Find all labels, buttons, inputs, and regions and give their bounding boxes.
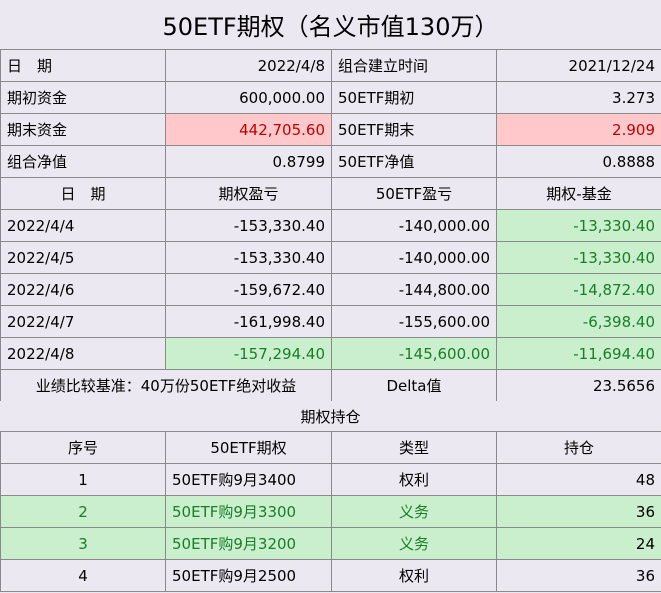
positions-header-row: 序号 50ETF期权 类型 持仓 [0, 431, 661, 464]
position-option[interactable]: 50ETF购9月3200 [165, 527, 332, 560]
value-portfolio-nav[interactable]: 0.8799 [165, 145, 332, 178]
pnl-diff[interactable]: -13,330.40 [496, 209, 661, 242]
delta-value[interactable]: 23.5656 [496, 369, 661, 402]
pnl-date[interactable]: 2022/4/5 [0, 241, 166, 274]
summary-row: 组合净值 0.8799 50ETF净值 0.8888 [0, 145, 661, 178]
pnl-diff[interactable]: -6,398.40 [496, 305, 661, 338]
position-holding[interactable]: 36 [496, 559, 661, 592]
position-option[interactable]: 50ETF购9月3400 [165, 463, 332, 496]
positions-header-type: 类型 [331, 431, 497, 464]
pnl-etf[interactable]: -140,000.00 [331, 241, 497, 274]
pnl-date[interactable]: 2022/4/7 [0, 305, 166, 338]
value-etf-initial[interactable]: 3.273 [496, 81, 661, 114]
value-initial-capital[interactable]: 600,000.00 [165, 81, 332, 114]
position-type[interactable]: 义务 [331, 527, 497, 560]
pnl-etf[interactable]: -140,000.00 [331, 209, 497, 242]
benchmark-label: 业绩比较基准：40万份50ETF绝对收益 [0, 369, 332, 402]
pnl-header-option: 期权盈亏 [165, 177, 332, 210]
position-holding[interactable]: 36 [496, 495, 661, 528]
pnl-date[interactable]: 2022/4/8 [0, 337, 166, 370]
value-final-capital[interactable]: 442,705.60 [165, 113, 332, 146]
pnl-option[interactable]: -153,330.40 [165, 241, 332, 274]
value-etf-nav[interactable]: 0.8888 [496, 145, 661, 178]
table-row: 2022/4/6 -159,672.40 -144,800.00 -14,872… [0, 273, 661, 306]
label-etf-nav: 50ETF净值 [331, 145, 497, 178]
position-index[interactable]: 1 [0, 463, 166, 496]
label-portfolio-nav: 组合净值 [0, 145, 166, 178]
benchmark-row: 业绩比较基准：40万份50ETF绝对收益 Delta值 23.5656 [0, 369, 661, 402]
pnl-option[interactable]: -157,294.40 [165, 337, 332, 370]
pnl-header-etf: 50ETF盈亏 [331, 177, 497, 210]
position-type[interactable]: 义务 [331, 495, 497, 528]
sheet-title: 50ETF期权（名义市值130万） [0, 0, 661, 49]
pnl-header-diff: 期权-基金 [496, 177, 661, 210]
pnl-etf[interactable]: -145,600.00 [331, 337, 497, 370]
pnl-etf[interactable]: -144,800.00 [331, 273, 497, 306]
table-row: 4 50ETF购9月2500 权利 36 [0, 559, 661, 592]
table-row: 2022/4/4 -153,330.40 -140,000.00 -13,330… [0, 209, 661, 242]
position-option[interactable]: 50ETF购9月3300 [165, 495, 332, 528]
position-option[interactable]: 50ETF购9月2500 [165, 559, 332, 592]
positions-title: 期权持仓 [0, 401, 661, 431]
label-initial-capital: 期初资金 [0, 81, 166, 114]
label-etf-final: 50ETF期末 [331, 113, 497, 146]
pnl-table: 日 期 期权盈亏 50ETF盈亏 期权-基金 2022/4/4 -153,330… [0, 177, 661, 370]
position-type[interactable]: 权利 [331, 463, 497, 496]
label-etf-initial: 50ETF期初 [331, 81, 497, 114]
summary-row: 日 期 2022/4/8 组合建立时间 2021/12/24 [0, 49, 661, 82]
position-holding[interactable]: 24 [496, 527, 661, 560]
position-holding[interactable]: 48 [496, 463, 661, 496]
table-row: 2022/4/7 -161,998.40 -155,600.00 -6,398.… [0, 305, 661, 338]
table-row: 1 50ETF购9月3400 权利 48 [0, 463, 661, 496]
label-date: 日 期 [0, 49, 166, 82]
position-type[interactable]: 权利 [331, 559, 497, 592]
delta-label: Delta值 [331, 369, 497, 402]
pnl-header-date: 日 期 [0, 177, 166, 210]
position-index[interactable]: 3 [0, 527, 166, 560]
position-index[interactable]: 2 [0, 495, 166, 528]
pnl-diff[interactable]: -14,872.40 [496, 273, 661, 306]
value-etf-final[interactable]: 2.909 [496, 113, 661, 146]
pnl-etf[interactable]: -155,600.00 [331, 305, 497, 338]
table-row: 2022/4/8 -157,294.40 -145,600.00 -11,694… [0, 337, 661, 370]
label-start-time: 组合建立时间 [331, 49, 497, 82]
positions-table: 序号 50ETF期权 类型 持仓 1 50ETF购9月3400 权利 48 2 … [0, 431, 661, 592]
pnl-diff[interactable]: -11,694.40 [496, 337, 661, 370]
pnl-header-row: 日 期 期权盈亏 50ETF盈亏 期权-基金 [0, 177, 661, 210]
pnl-option[interactable]: -161,998.40 [165, 305, 332, 338]
positions-header-index: 序号 [0, 431, 166, 464]
value-date[interactable]: 2022/4/8 [165, 49, 332, 82]
label-final-capital: 期末资金 [0, 113, 166, 146]
pnl-option[interactable]: -159,672.40 [165, 273, 332, 306]
position-index[interactable]: 4 [0, 559, 166, 592]
positions-header-option: 50ETF期权 [165, 431, 332, 464]
pnl-option[interactable]: -153,330.40 [165, 209, 332, 242]
positions-header-holding: 持仓 [496, 431, 661, 464]
table-row: 2 50ETF购9月3300 义务 36 [0, 495, 661, 528]
pnl-date[interactable]: 2022/4/6 [0, 273, 166, 306]
table-row: 3 50ETF购9月3200 义务 24 [0, 527, 661, 560]
summary-row: 期末资金 442,705.60 50ETF期末 2.909 [0, 113, 661, 146]
pnl-date[interactable]: 2022/4/4 [0, 209, 166, 242]
benchmark-table: 业绩比较基准：40万份50ETF绝对收益 Delta值 23.5656 [0, 369, 661, 402]
pnl-diff[interactable]: -13,330.40 [496, 241, 661, 274]
summary-table: 日 期 2022/4/8 组合建立时间 2021/12/24 期初资金 600,… [0, 49, 661, 178]
value-start-time[interactable]: 2021/12/24 [496, 49, 661, 82]
table-row: 2022/4/5 -153,330.40 -140,000.00 -13,330… [0, 241, 661, 274]
summary-row: 期初资金 600,000.00 50ETF期初 3.273 [0, 81, 661, 114]
